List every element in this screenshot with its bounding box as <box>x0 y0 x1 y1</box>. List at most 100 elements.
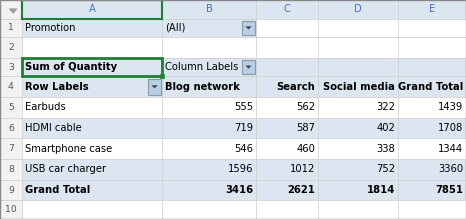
Bar <box>162 138 256 159</box>
Text: 2621: 2621 <box>287 185 315 195</box>
Bar <box>398 37 466 58</box>
Bar <box>398 58 466 76</box>
Bar <box>0 19 22 37</box>
Text: 555: 555 <box>234 102 253 112</box>
Bar <box>162 37 256 58</box>
Bar <box>0 0 22 19</box>
Bar <box>162 200 256 219</box>
Text: Social media: Social media <box>323 82 395 92</box>
Bar <box>256 138 318 159</box>
Text: 10: 10 <box>5 205 17 214</box>
Bar <box>22 58 162 76</box>
Bar <box>22 118 162 138</box>
Text: 587: 587 <box>296 123 315 133</box>
Text: 5: 5 <box>8 103 14 112</box>
Bar <box>162 118 256 138</box>
Polygon shape <box>246 26 251 29</box>
Text: HDMI cable: HDMI cable <box>25 123 82 133</box>
Text: 3360: 3360 <box>438 164 463 174</box>
Bar <box>162 19 256 37</box>
Bar <box>22 180 162 200</box>
Text: B: B <box>206 4 212 14</box>
Bar <box>0 97 22 118</box>
Bar <box>318 180 398 200</box>
Text: 3416: 3416 <box>225 185 253 195</box>
Text: Blog network: Blog network <box>165 82 240 92</box>
Bar <box>0 138 22 159</box>
Text: D: D <box>354 4 362 14</box>
Text: (All): (All) <box>165 23 185 33</box>
Text: 3: 3 <box>8 63 14 72</box>
Text: 9: 9 <box>8 185 14 194</box>
Text: 6: 6 <box>8 124 14 132</box>
Bar <box>318 58 398 76</box>
Bar <box>318 97 398 118</box>
Text: Grand Total: Grand Total <box>25 185 90 195</box>
Bar <box>256 76 318 97</box>
Text: 460: 460 <box>296 144 315 154</box>
Bar <box>242 21 255 35</box>
Bar <box>398 200 466 219</box>
Text: 322: 322 <box>376 102 395 112</box>
Bar <box>22 58 162 76</box>
Text: 402: 402 <box>376 123 395 133</box>
Bar <box>318 76 398 97</box>
Bar <box>22 0 162 19</box>
Bar <box>256 180 318 200</box>
Bar <box>0 37 22 58</box>
Text: 1814: 1814 <box>367 185 395 195</box>
Text: Promotion: Promotion <box>25 23 75 33</box>
Bar <box>398 97 466 118</box>
Bar <box>318 19 398 37</box>
Bar <box>22 97 162 118</box>
Bar <box>318 200 398 219</box>
Bar <box>256 58 318 76</box>
Text: 1439: 1439 <box>438 102 463 112</box>
Text: 1: 1 <box>8 23 14 32</box>
Text: C: C <box>284 4 290 14</box>
Bar <box>318 0 398 19</box>
Bar <box>256 200 318 219</box>
Text: 752: 752 <box>376 164 395 174</box>
Text: 719: 719 <box>234 123 253 133</box>
Bar <box>22 19 162 37</box>
Text: 546: 546 <box>234 144 253 154</box>
Bar <box>398 118 466 138</box>
Bar <box>318 138 398 159</box>
Text: 338: 338 <box>376 144 395 154</box>
Bar <box>242 60 255 74</box>
Bar <box>162 159 256 180</box>
Bar <box>0 200 22 219</box>
Bar <box>148 79 161 95</box>
Bar <box>22 37 162 58</box>
Polygon shape <box>9 9 17 14</box>
Text: USB car charger: USB car charger <box>25 164 106 174</box>
Text: 2: 2 <box>8 43 14 52</box>
Text: A: A <box>89 4 96 14</box>
Bar <box>318 37 398 58</box>
Text: 562: 562 <box>296 102 315 112</box>
Text: 8: 8 <box>8 165 14 174</box>
Text: 4: 4 <box>8 82 14 91</box>
Text: 1596: 1596 <box>227 164 253 174</box>
Text: 1012: 1012 <box>290 164 315 174</box>
Bar <box>398 76 466 97</box>
Bar <box>256 37 318 58</box>
Bar <box>22 159 162 180</box>
Bar <box>398 180 466 200</box>
Bar <box>0 159 22 180</box>
Bar <box>398 0 466 19</box>
Text: 1344: 1344 <box>438 144 463 154</box>
Bar <box>162 97 256 118</box>
Bar <box>22 138 162 159</box>
Bar <box>162 0 256 19</box>
Bar <box>0 76 22 97</box>
Bar <box>160 74 164 78</box>
Text: 1708: 1708 <box>438 123 463 133</box>
Bar <box>162 180 256 200</box>
Bar <box>162 76 256 97</box>
Bar <box>0 58 22 76</box>
Polygon shape <box>246 66 251 69</box>
Bar <box>398 19 466 37</box>
Text: Row Labels: Row Labels <box>25 82 89 92</box>
